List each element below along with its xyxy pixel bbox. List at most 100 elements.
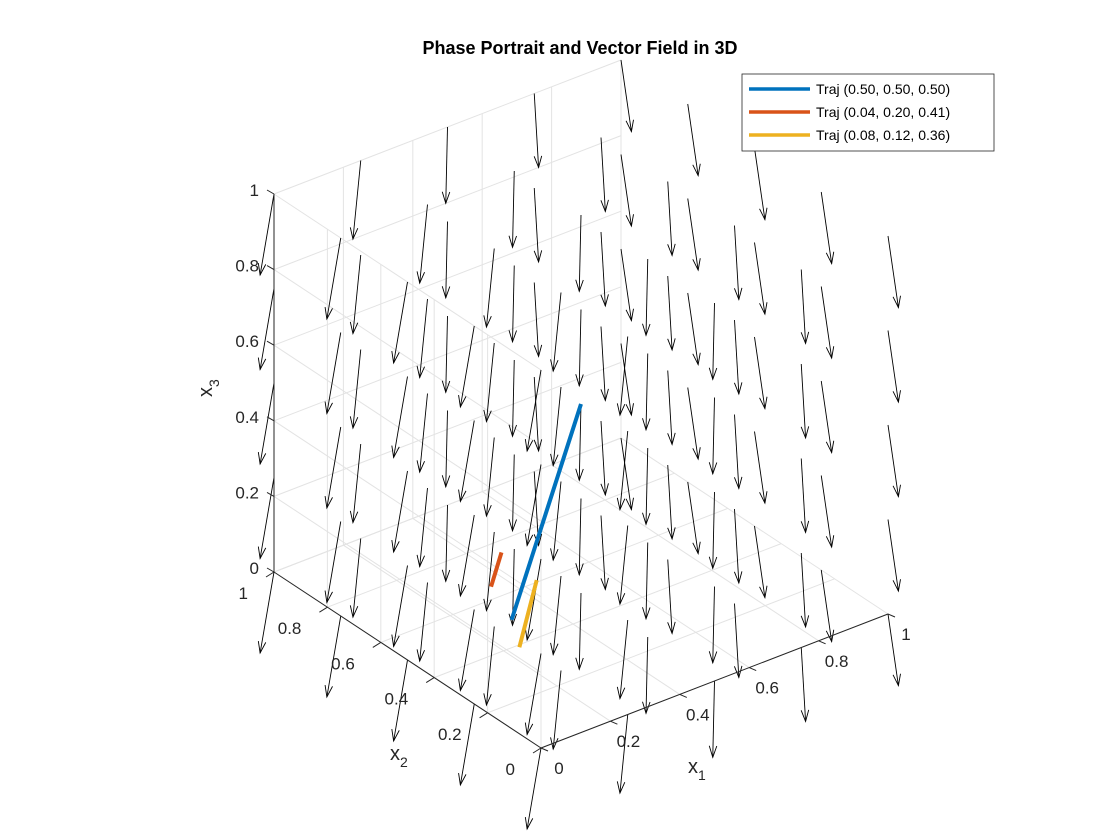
x2-tick-mark (532, 747, 542, 754)
vector-arrow-shaft (800, 269, 807, 344)
vector-arrow-shaft (734, 414, 740, 489)
vector-arrow-shaft (619, 430, 629, 510)
vector-arrow (349, 443, 362, 525)
vector-arrow-head (625, 119, 634, 133)
vector-arrow-shaft (820, 191, 833, 264)
vector-arrow-shaft (887, 235, 899, 308)
vector-arrow (800, 458, 810, 534)
vector-arrow-head (625, 214, 634, 228)
vector-arrow-head (708, 651, 718, 665)
vector-arrow-shaft (419, 487, 428, 567)
vector-arrow-head (616, 403, 626, 417)
vector-arrow-head (257, 641, 267, 655)
vector-arrow (508, 359, 517, 438)
vector-arrow (642, 542, 651, 621)
vector-arrow (508, 454, 517, 533)
x3-tick-mark (266, 340, 275, 346)
vector-arrow (667, 370, 676, 446)
vector-arrow (708, 302, 718, 381)
axes: 0 0 0 0.2 0.2 0.2 0.4 0.4 0.4 0.6 0.6 0.6 0.8 0.8 0.8 1… (235, 181, 910, 779)
vector-arrow-shaft (459, 325, 475, 408)
trajectory-1 (509, 403, 583, 621)
x2-tick-label: 1 (239, 584, 248, 603)
vector-arrow-shaft (485, 248, 495, 328)
vector-arrow-shaft (887, 424, 899, 497)
vector-arrow (524, 369, 542, 453)
vector-arrow (600, 515, 609, 591)
vector-arrow-shaft (619, 619, 629, 699)
vector-arrow (616, 525, 629, 606)
gridline (273, 495, 542, 673)
vector-arrow (483, 342, 495, 424)
vector-arrow-head (416, 649, 425, 663)
x3-tick-mark (266, 265, 275, 271)
vector-arrow (754, 147, 768, 221)
vector-arrow-shaft (393, 470, 408, 553)
vector-arrow (524, 558, 542, 642)
vector-arrow (458, 609, 475, 692)
vector-arrow (642, 258, 651, 337)
vector-arrow-head (441, 380, 451, 394)
x1-tick-label: 1 (901, 625, 910, 644)
vector-arrow-shaft (620, 154, 632, 227)
vector-arrow-shaft (754, 336, 766, 409)
vector-arrow (642, 353, 651, 432)
vector-arrow (708, 586, 718, 665)
vector-arrow-shaft (600, 420, 606, 495)
vector-arrow-head (533, 533, 543, 547)
vector-arrow-shaft (667, 464, 673, 539)
gridline (273, 344, 542, 522)
vector-arrow-head (391, 351, 400, 365)
vector-arrow-shaft (419, 298, 428, 378)
vector-arrow-head (508, 424, 517, 438)
x1-tick-mark (610, 720, 618, 725)
gridline (273, 135, 622, 271)
vector-arrow (600, 420, 609, 497)
vector-arrow-shaft (667, 275, 673, 350)
vector-arrow (820, 569, 835, 643)
vector-arrow-shaft (512, 170, 515, 248)
vector-arrow-shaft (326, 237, 342, 320)
vector-arrow (324, 521, 342, 604)
vector-arrow-shaft (712, 302, 715, 380)
vector-arrow-head (759, 396, 768, 410)
vector-arrow-head (416, 365, 425, 380)
vector-arrow-shaft (800, 647, 807, 722)
vector-arrow (349, 254, 362, 336)
vector-arrow-shaft (800, 363, 807, 438)
vector-arrow-shaft (352, 349, 362, 429)
vector-arrow (667, 559, 676, 635)
vector-arrow-shaft (600, 137, 606, 212)
vector-arrow-head (391, 540, 400, 554)
gridline (434, 543, 782, 679)
vector-arrow-shaft (485, 531, 495, 611)
vector-arrow-head (667, 432, 676, 446)
vector-arrow-head (642, 607, 651, 621)
vector-arrow-shaft (800, 552, 807, 627)
vector-arrow-head (458, 395, 467, 409)
vector-arrow-head (458, 584, 467, 598)
x1-tick-mark (540, 747, 549, 752)
x1-tick-label: 0.2 (617, 732, 641, 751)
vector-arrow-head (759, 302, 768, 316)
vector-arrow (620, 437, 634, 511)
vector-arrow-head (524, 817, 534, 831)
vector-arrow (550, 481, 562, 562)
vector-arrow-shaft (419, 582, 428, 662)
x2-tick-label: 0.8 (278, 619, 302, 638)
vector-arrow-shaft (393, 565, 408, 647)
vector-arrow (820, 380, 835, 454)
vector-arrow-head (550, 359, 559, 373)
vector-arrow-head (524, 628, 534, 642)
vector-arrow-shaft (552, 292, 562, 372)
vector-arrow-head (825, 440, 835, 454)
vector-arrow-shaft (352, 538, 362, 618)
vector-arrow (324, 332, 342, 415)
vector-arrow-head (708, 556, 718, 570)
vector-arrow-shaft (526, 653, 542, 735)
vector-arrow-shaft (419, 393, 428, 473)
gridline (481, 491, 750, 669)
x2-axis-label: x2 (390, 743, 408, 770)
vector-arrow (483, 626, 495, 707)
vector-arrow (575, 592, 584, 671)
